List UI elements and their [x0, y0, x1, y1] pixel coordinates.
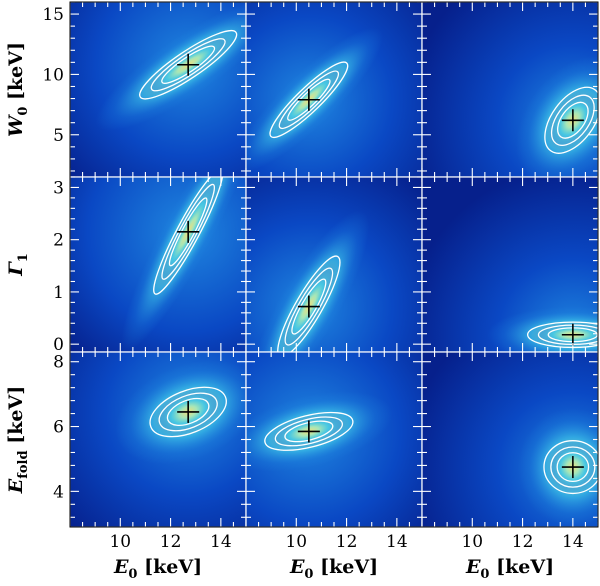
panel-ticks: [245, 352, 423, 527]
panel-r2-c1: [246, 352, 422, 527]
confidence-contour-3sigma: [543, 440, 598, 495]
confidence-contour-1sigma: [556, 452, 590, 483]
confidence-contour-2sigma: [150, 38, 226, 92]
x-tick-label: 10: [109, 532, 131, 552]
panel-r1-c2: [422, 177, 598, 352]
y-tick-label: 10: [42, 65, 64, 85]
confidence-contour-1sigma: [168, 197, 208, 267]
confidence-contour-2sigma: [284, 267, 334, 346]
y-tick-label: 3: [53, 178, 64, 198]
x-tick-label: 14: [562, 532, 584, 552]
panel-ticks: [69, 176, 247, 352]
panel-ticks: [69, 352, 247, 527]
y-tick-label: 6: [53, 418, 64, 438]
y-tick-label: 0: [53, 335, 64, 355]
x-axis-label: E0 [keV]: [465, 556, 554, 582]
confidence-contour-3sigma: [149, 386, 227, 438]
x-tick-label: 10: [285, 532, 307, 552]
y-axis-label: Γ1: [5, 253, 31, 277]
panel-r0-c0: [70, 2, 246, 177]
confidence-contour-3sigma: [269, 61, 349, 139]
y-tick-label: 2: [53, 231, 64, 251]
x-axis-label: E0 [keV]: [289, 556, 378, 582]
confidence-contour-2sigma: [161, 183, 216, 280]
confidence-contour-1sigma: [161, 45, 216, 84]
y-tick-label: 5: [53, 126, 64, 146]
confidence-contour-3sigma: [139, 30, 238, 100]
x-tick-label: 14: [386, 532, 408, 552]
confidence-contour-1sigma: [557, 101, 589, 139]
confidence-contour-2sigma: [158, 392, 218, 432]
confidence-contour-1sigma: [287, 78, 331, 121]
confidence-contour-2sigma: [274, 416, 344, 447]
y-tick-label: 4: [53, 482, 64, 502]
y-axis-label: W0 [keV]: [5, 42, 31, 137]
confidence-contour-1sigma: [166, 397, 210, 427]
panel-grid: [69, 1, 599, 528]
y-tick-label: 15: [42, 5, 64, 25]
confidence-contour-1sigma: [291, 278, 327, 335]
panel-r2-c2: [422, 352, 598, 527]
confidence-contour-3sigma: [277, 255, 341, 352]
confidence-contour-3sigma: [544, 86, 598, 154]
panel-r2-c0: [70, 352, 246, 527]
x-axis-label: E0 [keV]: [113, 556, 202, 582]
x-tick-label: 12: [336, 532, 358, 552]
y-axis-label: Efold [keV]: [5, 386, 31, 494]
x-tick-label: 12: [512, 532, 534, 552]
panel-r1-c0: [70, 177, 246, 352]
y-tick-label: 1: [53, 283, 64, 303]
y-tick-label: 8: [53, 353, 64, 373]
confidence-contour-1sigma: [284, 420, 334, 443]
x-tick-label: 14: [210, 532, 232, 552]
confidence-contour-2sigma: [550, 446, 596, 488]
panel-r0-c2: [422, 2, 598, 177]
x-tick-label: 12: [160, 532, 182, 552]
x-tick-label: 10: [461, 532, 483, 552]
confidence-contour-2sigma: [550, 94, 595, 146]
panel-ticks: [421, 352, 599, 527]
confidence-contour-2sigma: [278, 70, 340, 130]
figure-frame: [69, 1, 599, 528]
panel-r1-c1: [246, 177, 422, 352]
confidence-contour-3sigma: [153, 177, 224, 295]
confidence-contour-3sigma: [264, 411, 354, 451]
panel-r0-c1: [246, 2, 422, 177]
